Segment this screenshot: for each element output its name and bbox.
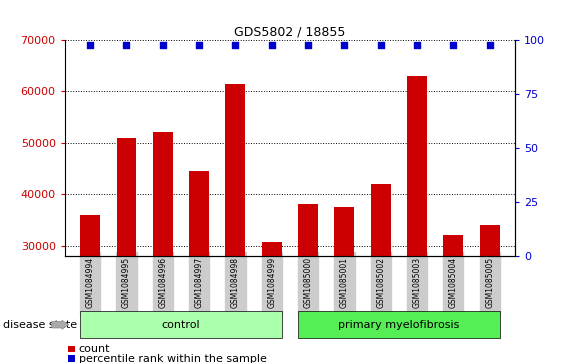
Bar [153, 132, 173, 363]
Bar [407, 76, 427, 363]
Point [449, 42, 458, 48]
Point [340, 42, 349, 48]
Bar [334, 207, 355, 363]
Point [413, 42, 422, 48]
Bar [117, 138, 136, 363]
Bar [371, 184, 391, 363]
Point [122, 42, 131, 48]
Bar [225, 83, 245, 363]
Point [376, 42, 385, 48]
Point [485, 42, 494, 48]
Point [303, 42, 312, 48]
Bar [444, 235, 463, 363]
Text: percentile rank within the sample: percentile rank within the sample [79, 354, 267, 363]
Point [231, 42, 240, 48]
Text: primary myelofibrosis: primary myelofibrosis [338, 320, 459, 330]
Bar [480, 225, 500, 363]
Bar [80, 215, 100, 363]
Text: control: control [162, 320, 200, 330]
Point [195, 42, 204, 48]
Title: GDS5802 / 18855: GDS5802 / 18855 [234, 26, 346, 39]
Text: disease state: disease state [3, 320, 77, 330]
Point [267, 42, 276, 48]
Bar [298, 204, 318, 363]
Bar [262, 242, 282, 363]
Point [86, 42, 95, 48]
Text: count: count [79, 344, 110, 354]
Bar [189, 171, 209, 363]
Point [158, 42, 167, 48]
